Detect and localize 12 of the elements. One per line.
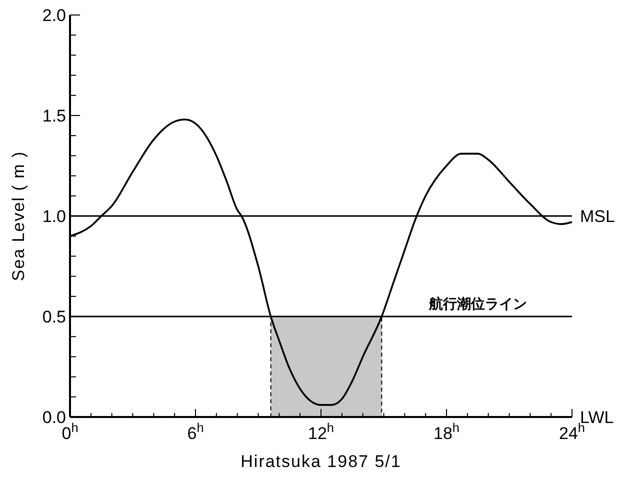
x-tick-label: 12$^{h}$ — [308, 420, 334, 443]
y-tick-label: 1.5 — [42, 106, 66, 126]
ref-line-label: MSL — [580, 207, 615, 226]
x-tick-label: 18$^{h}$ — [433, 420, 460, 443]
x-tick-label: 6$^{h}$ — [187, 420, 204, 443]
y-tick-label: 0.0 — [42, 408, 66, 427]
annotation: 航行潮位ライン — [428, 296, 527, 312]
y-axis-title: Sea Level ( m ) — [9, 150, 28, 282]
y-tick-label: 2.0 — [42, 6, 66, 25]
y-tick-label: 1.0 — [42, 207, 66, 226]
y-tick-label: 0.5 — [42, 308, 66, 326]
x-axis-title: Hiratsuka 1987 5/1 — [240, 452, 402, 471]
